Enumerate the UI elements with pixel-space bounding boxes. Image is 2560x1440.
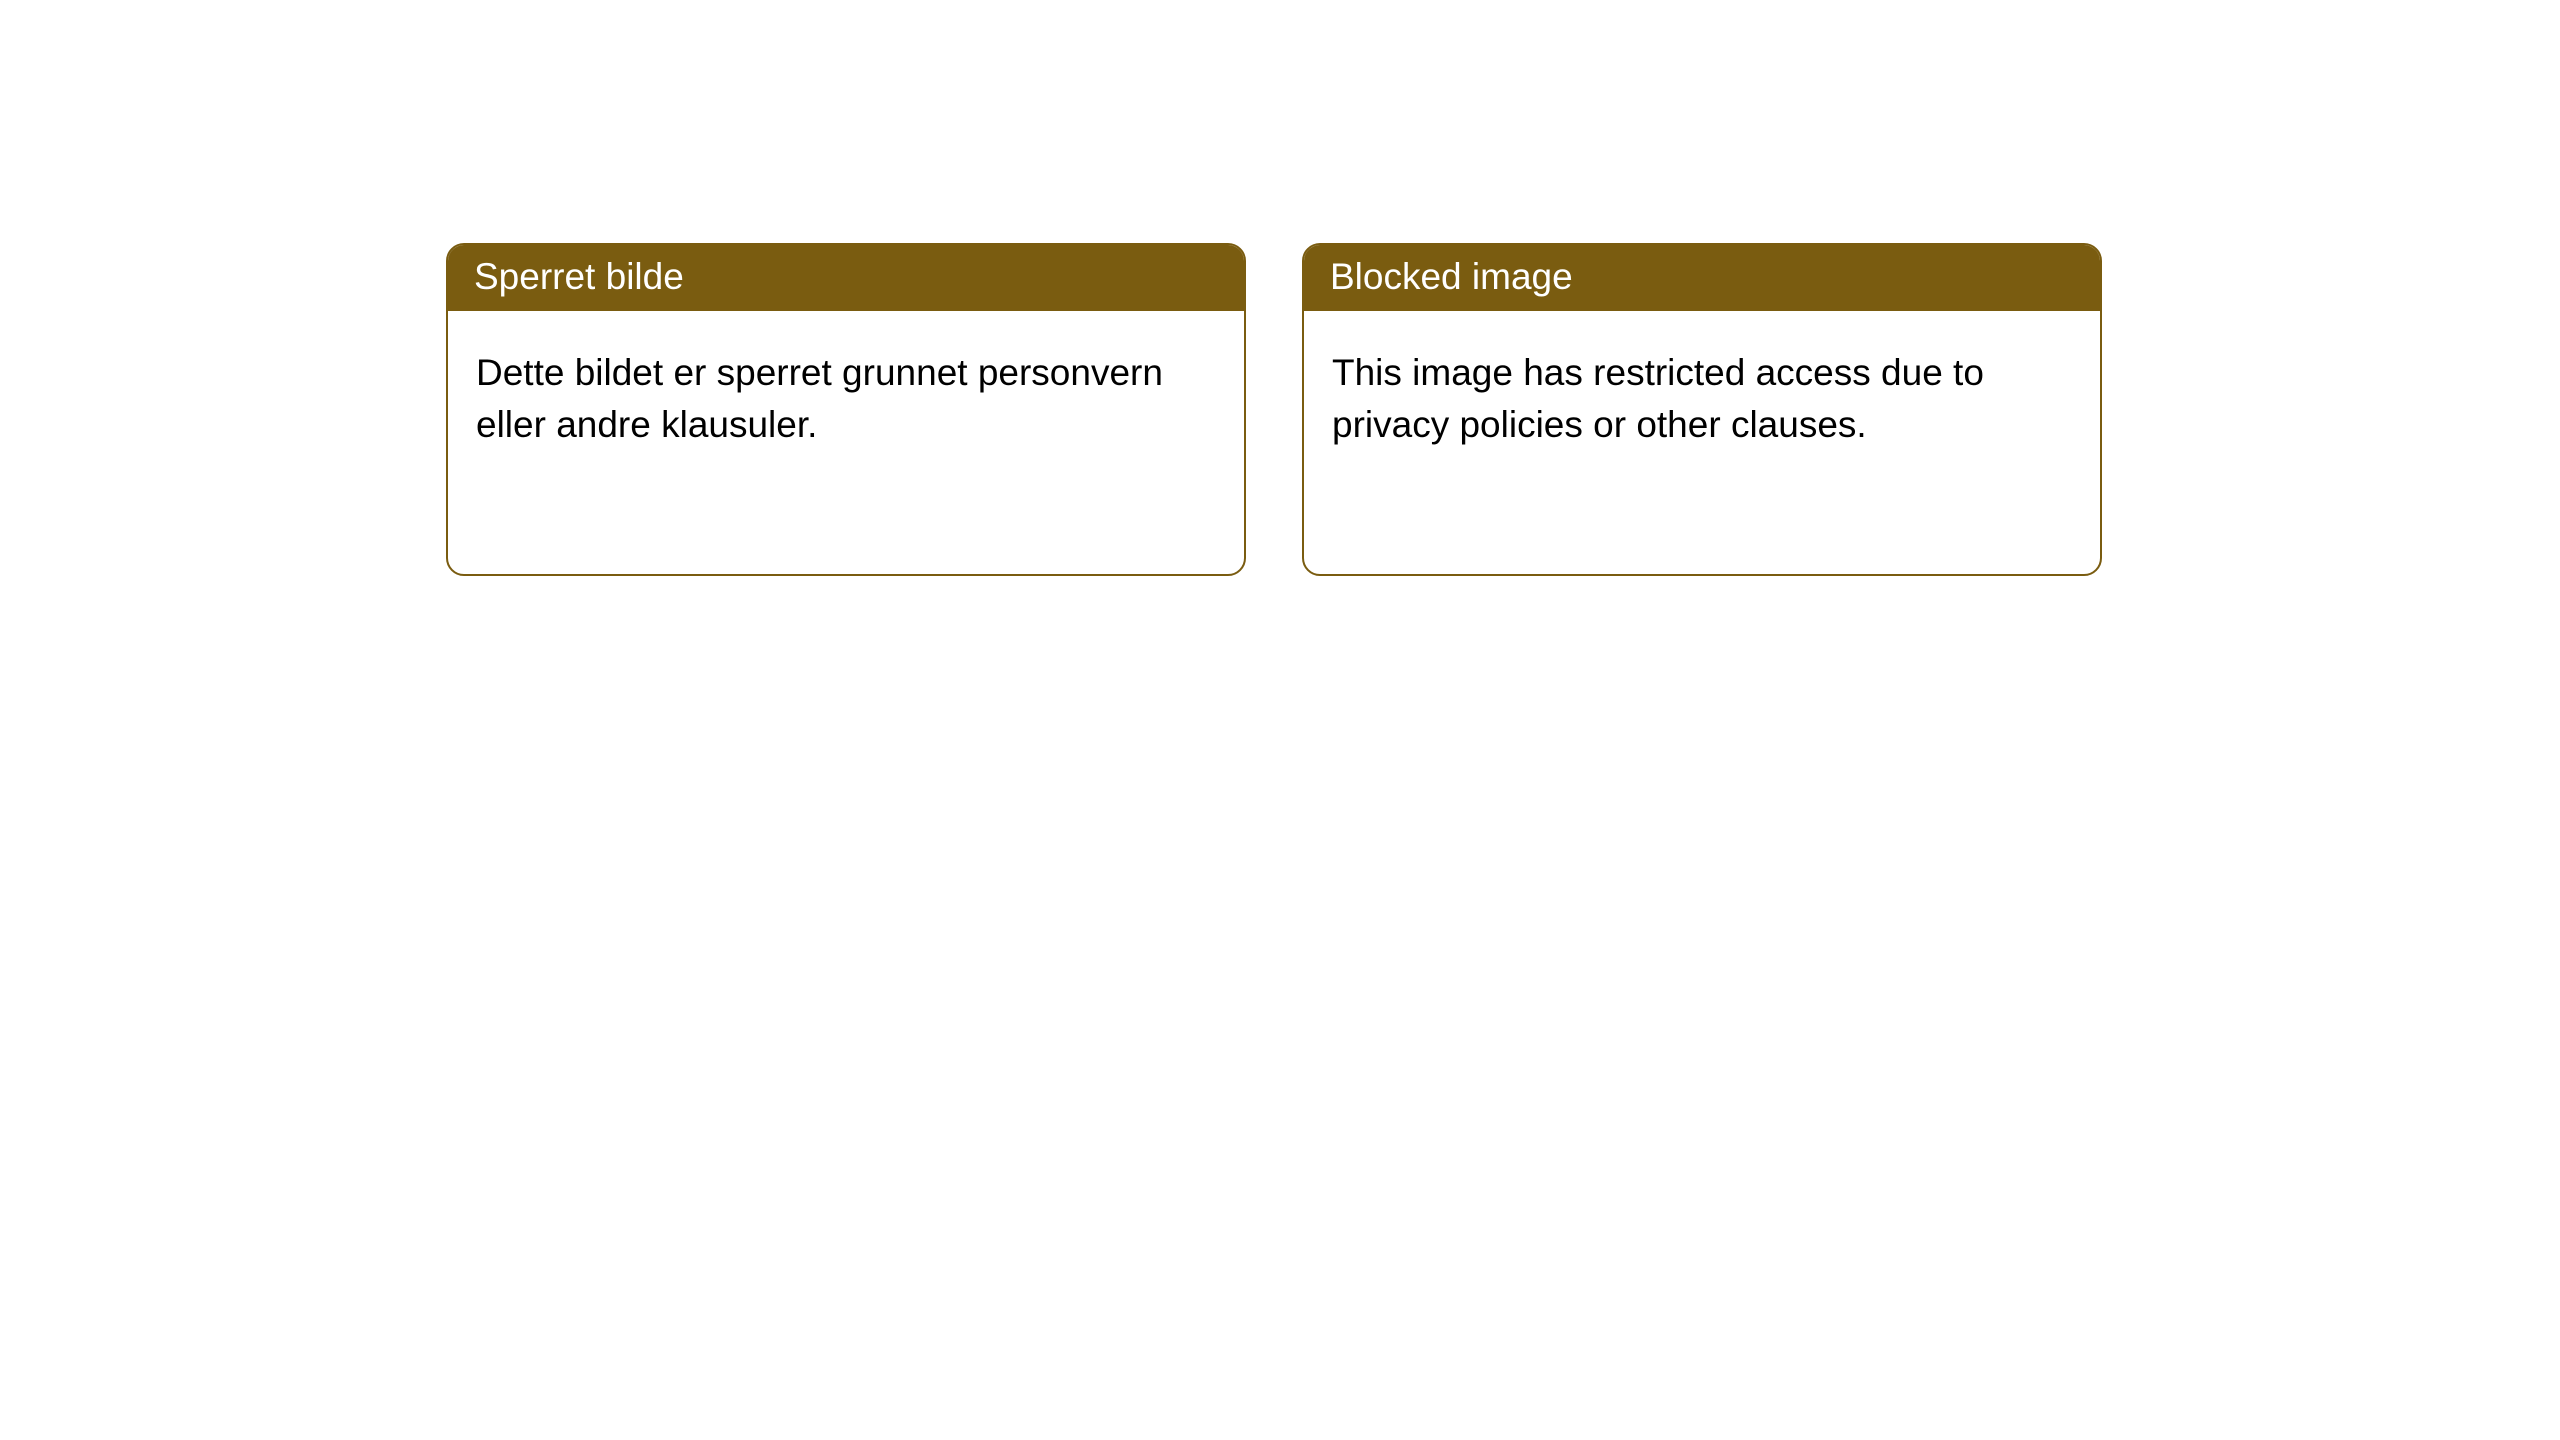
notice-card-no: Sperret bilde Dette bildet er sperret gr… — [446, 243, 1246, 576]
notice-title-no: Sperret bilde — [448, 245, 1244, 311]
notice-card-en: Blocked image This image has restricted … — [1302, 243, 2102, 576]
notice-container: Sperret bilde Dette bildet er sperret gr… — [0, 0, 2560, 576]
notice-body-en: This image has restricted access due to … — [1304, 311, 2100, 479]
notice-title-en: Blocked image — [1304, 245, 2100, 311]
notice-body-no: Dette bildet er sperret grunnet personve… — [448, 311, 1244, 479]
